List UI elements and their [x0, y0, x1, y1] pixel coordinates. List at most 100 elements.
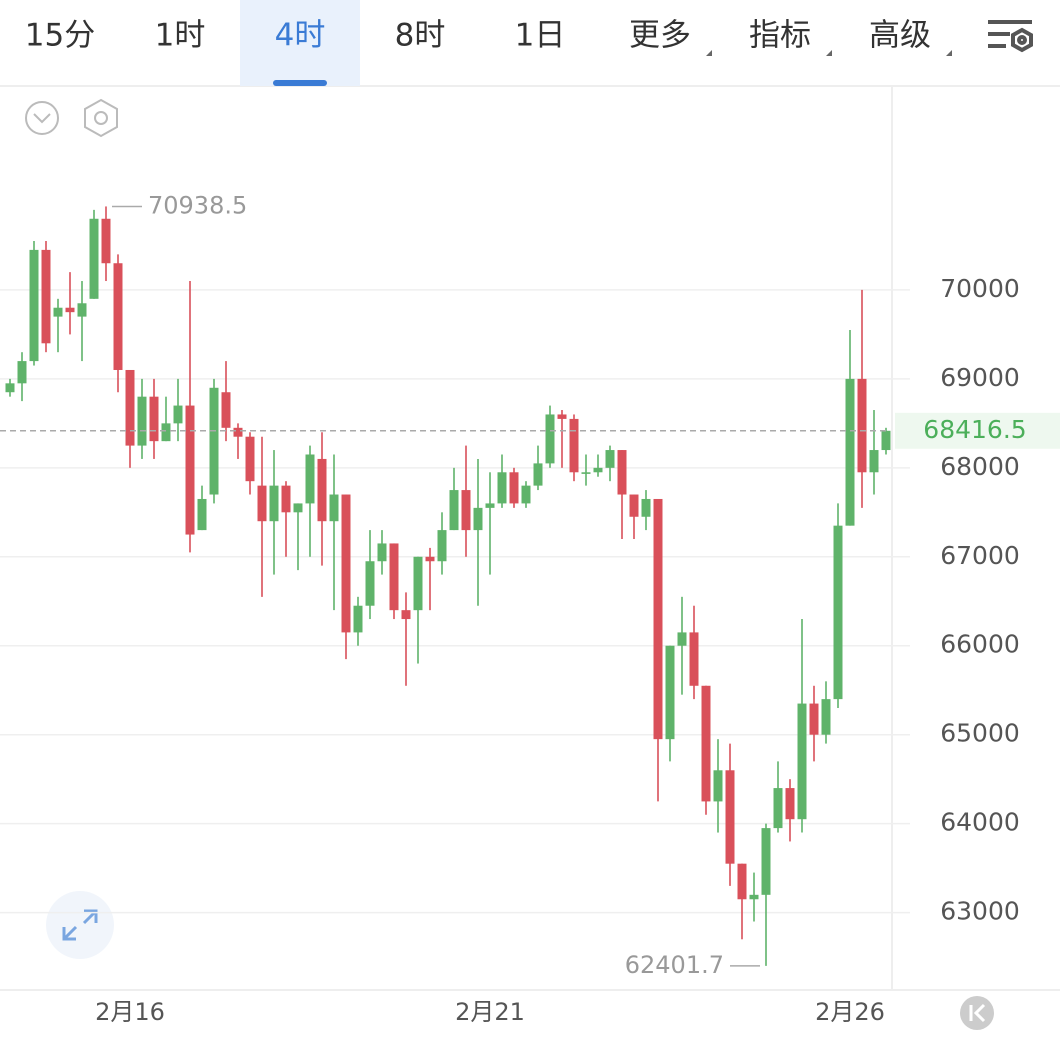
expand-button[interactable]: [46, 891, 114, 959]
candle-body: [509, 472, 519, 504]
max-label: 70938.5: [148, 191, 247, 219]
candles: [5, 206, 891, 966]
candle-body: [281, 485, 291, 513]
tab-active-bg: [240, 0, 360, 86]
y-tick-label: 66000: [940, 630, 1020, 659]
button-bg: [46, 891, 114, 959]
y-tick-label: 63000: [940, 897, 1020, 926]
candle-body: [305, 454, 315, 504]
candle-body: [329, 494, 339, 522]
icon-hex: [1011, 27, 1033, 53]
candle-body: [593, 467, 603, 473]
x-tick-label: 2月16: [95, 998, 165, 1026]
candle-body: [797, 703, 807, 820]
candle-body: [425, 556, 435, 562]
candle-body: [389, 543, 399, 611]
candle-body: [29, 249, 39, 362]
candle-body: [761, 828, 771, 895]
candle-body: [641, 498, 651, 517]
candle-body: [293, 503, 303, 513]
candle-body: [821, 699, 831, 735]
tab[interactable]: 1日: [515, 18, 566, 54]
candle-body: [653, 498, 663, 740]
candle-body: [365, 561, 375, 606]
candle-body: [233, 427, 243, 437]
tab[interactable]: 高级: [869, 18, 931, 54]
candle-body: [545, 414, 555, 464]
dropdown-caret: [826, 50, 832, 56]
x-tick-label: 2月21: [455, 998, 525, 1026]
candle-body: [521, 485, 531, 504]
tab[interactable]: 4时: [275, 18, 326, 54]
settings-icon[interactable]: [988, 20, 1033, 53]
tab[interactable]: 15分: [25, 18, 95, 54]
tab[interactable]: 指标: [749, 18, 811, 54]
candle-body: [677, 632, 687, 646]
icon-dot: [1017, 35, 1027, 45]
candle-body: [41, 249, 51, 344]
y-tick-label: 68000: [940, 452, 1020, 481]
candle-body: [377, 543, 387, 562]
candle-body: [317, 458, 327, 522]
candle-body: [725, 770, 735, 864]
candle-body: [53, 307, 63, 317]
tab[interactable]: 8时: [395, 18, 446, 54]
candle-body: [245, 436, 255, 482]
candle-body: [257, 485, 267, 522]
candle-body: [581, 472, 591, 474]
candle-body: [689, 632, 699, 686]
min-label: 62401.7: [625, 951, 724, 979]
y-tick-label: 69000: [940, 363, 1020, 392]
candle-body: [269, 485, 279, 522]
tab[interactable]: 1时: [155, 18, 206, 54]
candle-body: [137, 396, 147, 446]
tab[interactable]: 更多: [629, 18, 691, 54]
candle-body: [113, 263, 123, 370]
candle-body: [209, 387, 219, 495]
candle-body: [785, 788, 795, 820]
candle-body: [173, 405, 183, 424]
candle-body: [197, 498, 207, 531]
candle-body: [533, 463, 543, 486]
dropdown-caret: [706, 50, 712, 56]
candle-body: [353, 605, 363, 633]
icon-arrow: [62, 925, 78, 941]
candle-body: [17, 361, 27, 384]
candle-body: [881, 430, 891, 451]
candle-body: [161, 423, 171, 442]
y-tick-label: 64000: [940, 808, 1020, 837]
tab-bar: [0, 0, 1060, 86]
candle-body: [185, 405, 195, 535]
rewind-button[interactable]: [960, 996, 994, 1030]
candle-body: [65, 307, 75, 313]
candle-body: [701, 685, 711, 802]
x-tick-label: 2月26: [815, 998, 885, 1026]
candle-body: [449, 490, 459, 531]
tab-active-indicator: [273, 80, 327, 86]
candle-body: [857, 378, 867, 473]
current-price-bg: [895, 412, 1060, 449]
icon-dot: [94, 111, 108, 125]
icon-chevron: [33, 113, 51, 124]
candle-body: [5, 383, 15, 393]
candle-body: [833, 525, 843, 700]
candle-body: [845, 378, 855, 526]
candle-body: [665, 645, 675, 740]
candle-body: [461, 490, 471, 531]
hex-icon[interactable]: [84, 98, 118, 138]
icon-circle: [25, 101, 59, 135]
candle-body: [101, 218, 111, 264]
candle-body: [569, 418, 579, 473]
y-tick-label: 65000: [940, 719, 1020, 748]
icon-chevron: [973, 1003, 986, 1023]
collapse-icon[interactable]: [25, 101, 59, 135]
candle-body: [437, 530, 447, 562]
candle-body: [125, 369, 135, 446]
candle-body: [413, 556, 423, 611]
current-price-label: 68416.5: [923, 415, 1026, 444]
candle-body: [497, 472, 507, 504]
candle-body: [77, 303, 87, 317]
candle-body: [401, 610, 411, 620]
candle-body: [485, 503, 495, 508]
